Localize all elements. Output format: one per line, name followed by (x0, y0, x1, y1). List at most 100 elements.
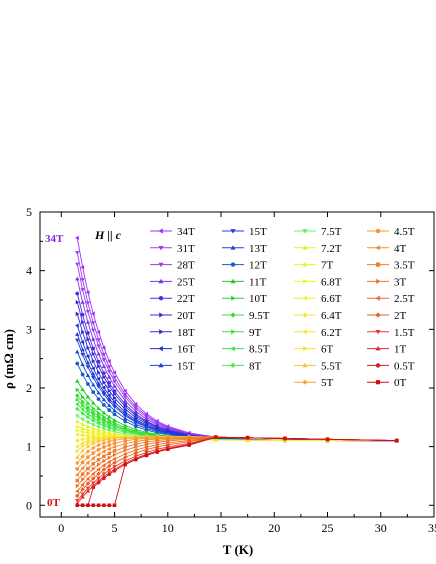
data-point (112, 370, 117, 375)
legend-label: 6.6T (321, 293, 342, 305)
legend-marker (159, 312, 164, 318)
data-point (112, 405, 117, 409)
data-point (91, 351, 96, 357)
legend-label: 0T (394, 377, 407, 389)
data-point (81, 319, 85, 325)
data-point (91, 382, 96, 387)
legend-marker (303, 278, 308, 284)
x-tick-label: 20 (268, 521, 280, 535)
data-point (102, 445, 106, 449)
data-point (122, 392, 128, 397)
legend-item-6.4T: 6.4T (294, 310, 342, 322)
series-0T (75, 435, 399, 508)
data-point (107, 388, 112, 393)
data-point (80, 339, 85, 345)
data-point (133, 405, 139, 409)
data-point (107, 393, 111, 398)
data-point (75, 393, 80, 398)
data-point (91, 481, 96, 486)
data-point (75, 291, 80, 296)
data-point (96, 329, 101, 335)
x-tick-label: 10 (162, 521, 174, 535)
legend-marker (375, 346, 381, 351)
data-point (86, 430, 91, 436)
data-point (81, 444, 85, 449)
legend-marker (302, 362, 308, 368)
data-point (81, 429, 85, 434)
legend-label: 9T (249, 327, 262, 339)
legend-marker (230, 229, 236, 234)
legend-marker (375, 312, 381, 318)
data-point (91, 440, 96, 445)
legend-marker (158, 228, 163, 234)
data-point (85, 301, 91, 306)
legend-label: 7T (321, 260, 334, 272)
legend-marker (230, 278, 236, 284)
data-point (91, 426, 96, 431)
legend-marker (375, 363, 381, 368)
data-point (97, 410, 101, 416)
legend-item-20T: 20T (150, 310, 195, 322)
data-point (75, 483, 80, 489)
data-point (101, 437, 107, 442)
data-point (91, 415, 95, 420)
legend-label: 15T (249, 226, 267, 238)
data-point (85, 427, 91, 432)
data-point (101, 467, 107, 472)
data-point (144, 440, 149, 444)
data-point (85, 476, 90, 482)
data-point (107, 358, 111, 364)
data-point (165, 442, 170, 447)
data-point (80, 387, 85, 392)
data-point (122, 398, 128, 403)
data-point (75, 414, 80, 419)
legend-label: 15T (177, 360, 195, 372)
data-point (96, 390, 101, 395)
data-point (86, 471, 91, 476)
data-point (75, 406, 80, 412)
data-point (122, 455, 128, 460)
data-point (101, 449, 106, 454)
data-point (112, 412, 117, 417)
legend-marker (158, 278, 164, 284)
data-point (107, 408, 112, 412)
data-point (134, 444, 139, 450)
legend-marker (376, 278, 381, 284)
data-point (75, 361, 80, 366)
legend-label: 22T (177, 293, 195, 305)
data-point (86, 382, 90, 386)
data-point (91, 503, 96, 508)
data-point (186, 439, 192, 444)
data-point (122, 388, 127, 394)
data-point (107, 374, 112, 379)
data-point (85, 444, 91, 448)
data-point (80, 426, 85, 430)
data-point (134, 457, 138, 462)
data-point (107, 468, 112, 473)
legend-item-6.8T: 6.8T (294, 276, 342, 288)
legend-label: 8T (249, 360, 262, 372)
data-point (123, 438, 128, 443)
data-point (155, 450, 159, 454)
data-point (96, 344, 101, 349)
legend-marker (158, 346, 163, 352)
data-point (96, 442, 101, 448)
data-point (107, 455, 112, 460)
data-point (112, 456, 117, 462)
data-point (112, 441, 117, 446)
data-point (80, 454, 85, 459)
legend-item-7.5T: 7.5T (294, 226, 342, 238)
legend-item-3.5T: 3.5T (367, 260, 415, 272)
legend-label: 5T (321, 377, 334, 389)
legend-item-6.2T: 6.2T (294, 327, 342, 339)
legend-marker (375, 228, 381, 234)
series-28T (75, 262, 399, 443)
data-point (96, 427, 101, 432)
data-point (75, 499, 80, 503)
data-point (155, 440, 160, 445)
data-point (133, 450, 139, 456)
data-point (91, 412, 96, 417)
y-tick-label: 2 (26, 381, 32, 395)
data-point (112, 435, 117, 440)
data-point (187, 443, 191, 447)
